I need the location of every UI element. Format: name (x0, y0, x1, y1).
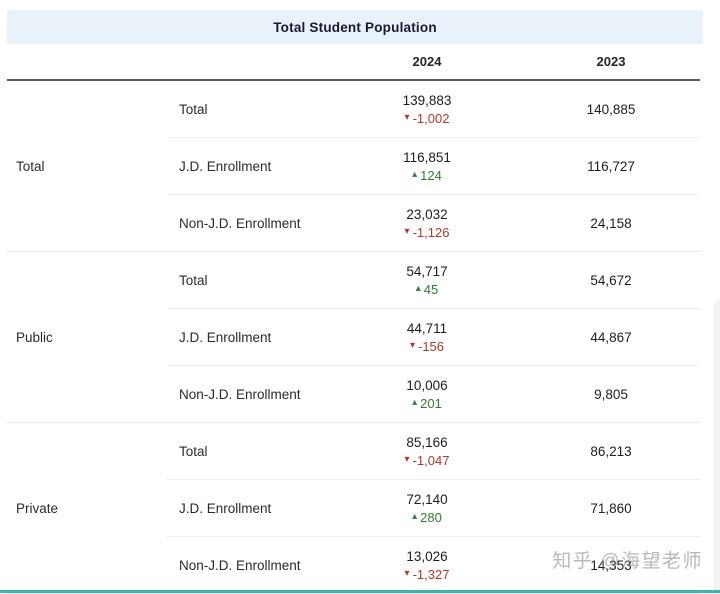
table-row: Total 139,883 -1,002 140,885 (167, 81, 700, 138)
row-label: J.D. Enrollment (179, 500, 272, 516)
value-2023-cell: 116,727 (522, 138, 700, 194)
row-label: J.D. Enrollment (179, 329, 272, 345)
row-label: J.D. Enrollment (179, 158, 272, 174)
group-label-private: Private (16, 500, 59, 516)
change-indicator: -1,327 (405, 567, 450, 582)
row-label: Total (179, 272, 208, 288)
table-row: J.D. Enrollment 116,851 124 116,727 (167, 138, 700, 195)
value-2024-cell: 85,166 -1,047 (332, 423, 522, 479)
table-row: Non-J.D. Enrollment 10,006 201 9,805 (167, 366, 700, 422)
value-2023-cell: 44,867 (522, 309, 700, 365)
group-public: Public Total 54,717 45 54,672 J.D. Enrol… (7, 252, 700, 423)
value-2024: 139,883 (402, 92, 452, 108)
change-indicator: -156 (410, 339, 444, 354)
row-label: Non-J.D. Enrollment (179, 215, 301, 231)
value-2024-cell: 54,717 45 (332, 252, 522, 308)
value-2024: 44,711 (406, 320, 448, 336)
value-2023: 44,867 (590, 329, 632, 345)
value-2024-cell: 72,140 280 (332, 480, 522, 536)
table-title-band: Total Student Population (7, 10, 703, 44)
change-indicator: 280 (412, 510, 442, 525)
group-private: Private Total 85,166 -1,047 86,213 J.D. … (7, 423, 700, 594)
change-indicator: -1,047 (405, 453, 450, 468)
change-indicator: 201 (412, 396, 442, 411)
value-2024-cell: 44,711 -156 (332, 309, 522, 365)
value-2023: 71,860 (590, 500, 632, 516)
change-indicator: 45 (416, 282, 438, 297)
value-2023-cell: 24,158 (522, 195, 700, 251)
bottom-accent-bar (0, 590, 720, 593)
row-label: Total (179, 443, 208, 459)
change-indicator: -1,126 (405, 225, 450, 240)
table-title: Total Student Population (273, 19, 437, 35)
value-2024-cell: 116,851 124 (332, 138, 522, 194)
value-2024: 13,026 (406, 548, 448, 564)
value-2024: 10,006 (406, 377, 448, 393)
row-label: Non-J.D. Enrollment (179, 557, 301, 573)
value-2023: 9,805 (594, 386, 628, 402)
table-row: Non-J.D. Enrollment 23,032 -1,126 24,158 (167, 195, 700, 251)
row-label: Total (179, 101, 208, 117)
value-2024: 116,851 (403, 149, 451, 165)
table-row: Non-J.D. Enrollment 13,026 -1,327 14,353 (167, 537, 700, 593)
table-row: J.D. Enrollment 44,711 -156 44,867 (167, 309, 700, 366)
value-2023: 54,672 (590, 272, 632, 288)
value-2024: 72,140 (406, 491, 448, 507)
table-row: Total 85,166 -1,047 86,213 (167, 423, 700, 480)
change-indicator: -1,002 (405, 111, 450, 126)
value-2024-cell: 23,032 -1,126 (332, 195, 522, 251)
value-2023-cell: 14,353 (522, 537, 700, 593)
value-2023-cell: 71,860 (522, 480, 700, 536)
value-2023: 116,727 (587, 158, 635, 174)
value-2024: 54,717 (406, 263, 448, 279)
group-label-public: Public (16, 329, 53, 345)
change-indicator: 124 (412, 168, 442, 183)
value-2024-cell: 13,026 -1,327 (332, 537, 522, 593)
value-2024: 85,166 (406, 434, 448, 450)
scrollbar[interactable] (714, 300, 720, 590)
column-header-2024: 2024 (412, 54, 442, 69)
column-header-2023: 2023 (596, 54, 626, 69)
value-2024-cell: 139,883 -1,002 (332, 81, 522, 137)
value-2023-cell: 140,885 (522, 81, 700, 137)
value-2023-cell: 9,805 (522, 366, 700, 422)
value-2024-cell: 10,006 201 (332, 366, 522, 422)
group-total: Total Total 139,883 -1,002 140,885 J.D. … (7, 81, 700, 252)
value-2023: 140,885 (586, 101, 636, 117)
table-row: Total 54,717 45 54,672 (167, 252, 700, 309)
student-population-table: 2024 2023 Total Total 139,883 -1,002 140… (7, 44, 700, 594)
value-2023-cell: 54,672 (522, 252, 700, 308)
value-2023: 24,158 (590, 215, 632, 231)
value-2023-cell: 86,213 (522, 423, 700, 479)
group-label-total: Total (16, 158, 45, 174)
table-row: J.D. Enrollment 72,140 280 71,860 (167, 480, 700, 537)
value-2023: 14,353 (590, 557, 632, 573)
row-label: Non-J.D. Enrollment (179, 386, 301, 402)
value-2024: 23,032 (406, 206, 448, 222)
value-2023: 86,213 (590, 443, 632, 459)
column-header-row: 2024 2023 (7, 44, 700, 81)
